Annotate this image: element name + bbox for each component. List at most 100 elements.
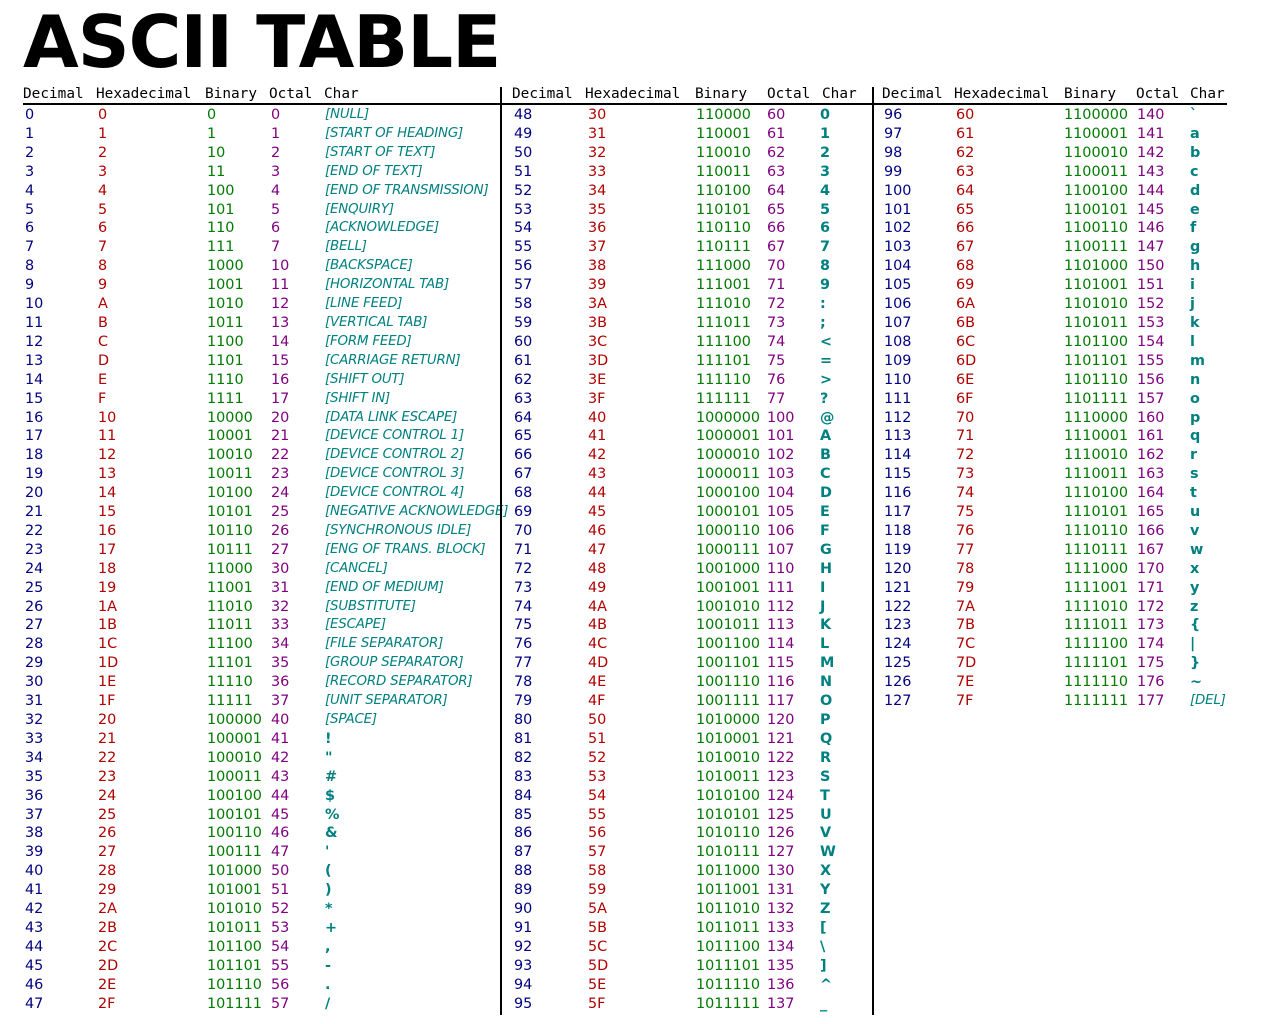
char-cell: < — [820, 333, 833, 350]
decimal-cell: 63 — [514, 390, 533, 407]
char-cell: F — [820, 522, 830, 539]
decimal-cell: 65 — [514, 428, 533, 445]
decimal-cell: 20 — [25, 485, 44, 502]
decimal-cell: 95 — [514, 995, 533, 1012]
hexadecimal-cell: 55 — [588, 806, 607, 823]
hexadecimal-cell: 7D — [956, 655, 977, 672]
binary-cell: 1101 — [207, 352, 244, 369]
decimal-cell: 21 — [25, 504, 44, 521]
binary-cell: 10011 — [207, 466, 253, 483]
binary-cell: 1010110 — [696, 825, 761, 842]
octal-cell: 65 — [767, 201, 786, 218]
char-cell: U — [820, 806, 832, 823]
decimal-cell: 59 — [514, 314, 533, 331]
hexadecimal-cell: 21 — [98, 730, 117, 747]
decimal-cell: 13 — [25, 352, 44, 369]
char-cell: g — [1190, 239, 1201, 256]
binary-cell: 110100 — [696, 182, 751, 199]
hexadecimal-cell: B — [98, 314, 108, 331]
decimal-cell: 73 — [514, 579, 533, 596]
column-divider — [500, 87, 502, 1015]
binary-cell: 1101100 — [1064, 333, 1129, 350]
decimal-cell: 26 — [25, 598, 44, 615]
char-cell: * — [325, 901, 333, 918]
hexadecimal-cell: 1F — [98, 693, 116, 710]
char-cell: ! — [325, 730, 332, 747]
hexadecimal-cell: 72 — [956, 447, 975, 464]
octal-cell: 4 — [271, 182, 281, 199]
binary-cell: 1010000 — [696, 712, 761, 728]
decimal-cell: 17 — [25, 428, 44, 445]
binary-cell: 101100 — [207, 938, 262, 955]
char-cell: [BACKSPACE] — [325, 258, 413, 274]
octal-cell: 172 — [1137, 598, 1165, 615]
hexadecimal-cell: 6B — [956, 314, 976, 331]
octal-cell: 45 — [271, 806, 290, 823]
binary-cell: 101101 — [207, 957, 262, 974]
binary-cell: 101 — [207, 201, 235, 218]
hexadecimal-cell: 7A — [956, 598, 976, 615]
octal-cell: 113 — [767, 617, 795, 634]
binary-cell: 10 — [207, 144, 226, 161]
char-cell: [CANCEL] — [325, 560, 388, 576]
decimal-cell: 82 — [514, 749, 533, 766]
char-cell: H — [820, 560, 833, 577]
octal-cell: 137 — [767, 995, 795, 1012]
char-cell: d — [1190, 182, 1201, 199]
octal-cell: 160 — [1137, 409, 1165, 426]
hexadecimal-cell: 4B — [588, 617, 608, 634]
octal-cell: 15 — [271, 352, 290, 369]
hexadecimal-cell: 4D — [588, 655, 609, 672]
binary-cell: 1100101 — [1064, 201, 1129, 218]
char-cell: E — [820, 504, 830, 521]
char-cell: 3 — [820, 163, 831, 180]
octal-cell: 152 — [1137, 296, 1165, 313]
decimal-cell: 7 — [25, 239, 35, 256]
binary-cell: 111110 — [696, 371, 751, 388]
hexadecimal-cell: 24 — [98, 787, 117, 804]
header-char: Char — [1190, 86, 1225, 102]
hexadecimal-cell: 12 — [98, 447, 117, 464]
decimal-cell: 107 — [884, 314, 912, 331]
char-cell: k — [1190, 314, 1200, 331]
binary-cell: 111111 — [696, 390, 751, 407]
octal-cell: 157 — [1137, 390, 1165, 407]
hexadecimal-cell: 6F — [956, 390, 974, 407]
binary-cell: 1010100 — [696, 787, 761, 804]
binary-cell: 111011 — [696, 314, 751, 331]
binary-cell: 1000000 — [696, 409, 761, 426]
octal-cell: 51 — [271, 882, 290, 899]
decimal-cell: 78 — [514, 674, 533, 691]
octal-cell: 55 — [271, 957, 290, 974]
binary-cell: 1100001 — [1064, 125, 1129, 142]
decimal-cell: 39 — [25, 844, 44, 861]
hexadecimal-cell: 2F — [98, 995, 116, 1012]
hexadecimal-cell: 5C — [588, 938, 608, 955]
decimal-cell: 66 — [514, 447, 533, 464]
octal-cell: 37 — [271, 693, 290, 710]
hexadecimal-cell: 34 — [588, 182, 607, 199]
decimal-cell: 60 — [514, 333, 533, 350]
char-cell: [DEL] — [1190, 693, 1226, 709]
decimal-cell: 106 — [884, 296, 912, 313]
octal-cell: 114 — [767, 636, 795, 653]
hexadecimal-cell: 40 — [588, 409, 607, 426]
char-cell: > — [820, 371, 833, 388]
binary-cell: 1100111 — [1064, 239, 1129, 256]
decimal-cell: 45 — [25, 957, 44, 974]
octal-cell: 133 — [767, 919, 795, 936]
binary-cell: 1110010 — [1064, 447, 1129, 464]
header-hexadecimal: Hexadecimal — [585, 86, 681, 102]
decimal-cell: 56 — [514, 258, 533, 275]
char-cell: # — [325, 768, 338, 785]
binary-cell: 1000010 — [696, 447, 761, 464]
octal-cell: 156 — [1137, 371, 1165, 388]
octal-cell: 162 — [1137, 447, 1165, 464]
binary-cell: 1000111 — [696, 541, 761, 558]
decimal-cell: 42 — [25, 901, 44, 918]
decimal-cell: 81 — [514, 730, 533, 747]
octal-cell: 24 — [271, 485, 290, 502]
hexadecimal-cell: 4 — [98, 182, 108, 199]
char-cell: Q — [820, 730, 833, 747]
hexadecimal-cell: 4F — [588, 693, 606, 710]
